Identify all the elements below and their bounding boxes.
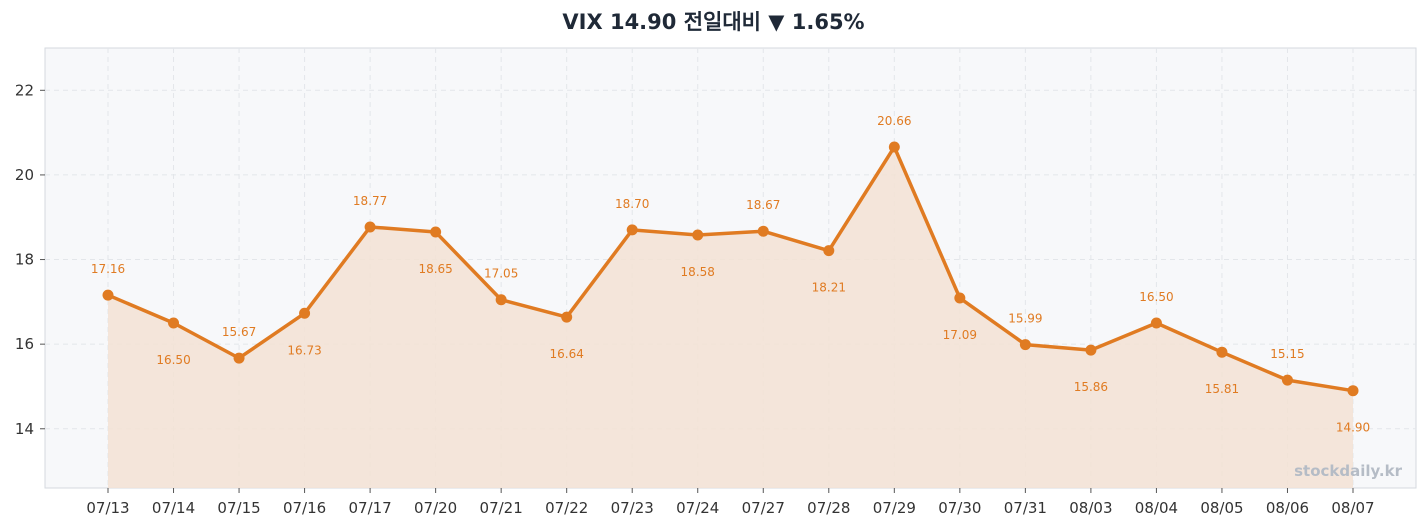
x-tick-label: 07/31 [1004, 499, 1047, 517]
y-tick-label: 18 [15, 251, 34, 269]
data-point [888, 141, 900, 153]
data-point [1216, 346, 1228, 358]
data-label: 20.66 [877, 114, 911, 128]
watermark: stockdaily.kr [1294, 462, 1402, 480]
x-tick-label: 07/17 [348, 499, 391, 517]
data-label: 18.67 [746, 198, 780, 212]
data-point [692, 229, 704, 241]
data-label: 18.77 [353, 194, 387, 208]
y-tick-label: 22 [15, 81, 34, 99]
data-point [757, 225, 769, 237]
data-point [495, 294, 507, 306]
x-tick-label: 08/07 [1331, 499, 1374, 517]
x-tick-label: 07/28 [807, 499, 850, 517]
data-label: 18.58 [681, 265, 715, 279]
x-tick-label: 07/24 [676, 499, 719, 517]
data-point [626, 224, 638, 236]
x-tick-label: 07/13 [86, 499, 129, 517]
data-label: 18.70 [615, 197, 649, 211]
data-label: 15.15 [1270, 347, 1304, 361]
data-point [1347, 385, 1359, 397]
data-label: 16.73 [287, 343, 321, 357]
data-label: 15.81 [1205, 382, 1239, 396]
data-label: 15.67 [222, 325, 256, 339]
data-label: 14.90 [1336, 421, 1370, 435]
data-label: 17.16 [91, 262, 125, 276]
series-line [106, 145, 1355, 393]
data-label: 17.09 [943, 328, 977, 342]
data-label: 17.05 [484, 267, 518, 281]
x-tick-label: 08/05 [1200, 499, 1243, 517]
x-tick-label: 07/22 [545, 499, 588, 517]
x-tick-label: 07/27 [742, 499, 785, 517]
data-point [1281, 374, 1293, 386]
data-label: 18.65 [418, 262, 452, 276]
y-tick-label: 20 [15, 166, 34, 184]
x-tick-label: 07/29 [873, 499, 916, 517]
x-tick-label: 07/14 [152, 499, 195, 517]
x-tick-label: 07/23 [611, 499, 654, 517]
chart-title: VIX 14.90 전일대비 ▼ 1.65% [562, 10, 865, 34]
y-tick-label: 14 [15, 420, 34, 438]
data-point [954, 292, 966, 304]
data-label: 18.21 [812, 281, 846, 295]
data-label: 15.99 [1008, 312, 1042, 326]
data-label: 15.86 [1074, 380, 1108, 394]
data-point [299, 307, 311, 319]
x-tick-label: 07/16 [283, 499, 326, 517]
data-point [168, 317, 180, 329]
x-tick-label: 07/20 [414, 499, 457, 517]
x-tick-label: 08/06 [1266, 499, 1309, 517]
data-point [430, 226, 442, 238]
x-tick-label: 07/30 [938, 499, 981, 517]
data-point [102, 289, 114, 301]
data-point [823, 245, 835, 257]
data-point [1150, 317, 1162, 329]
x-tick-label: 07/15 [217, 499, 260, 517]
y-tick-label: 16 [15, 335, 34, 353]
data-label: 16.64 [550, 347, 584, 361]
data-point [364, 221, 376, 233]
data-point [1019, 339, 1031, 351]
x-tick-label: 08/03 [1069, 499, 1112, 517]
data-point [233, 352, 245, 364]
x-tick-label: 07/21 [480, 499, 523, 517]
data-point [561, 311, 573, 323]
data-point [1085, 344, 1097, 356]
x-tick-label: 08/04 [1135, 499, 1178, 517]
data-label: 16.50 [156, 353, 190, 367]
data-label: 16.50 [1139, 290, 1173, 304]
